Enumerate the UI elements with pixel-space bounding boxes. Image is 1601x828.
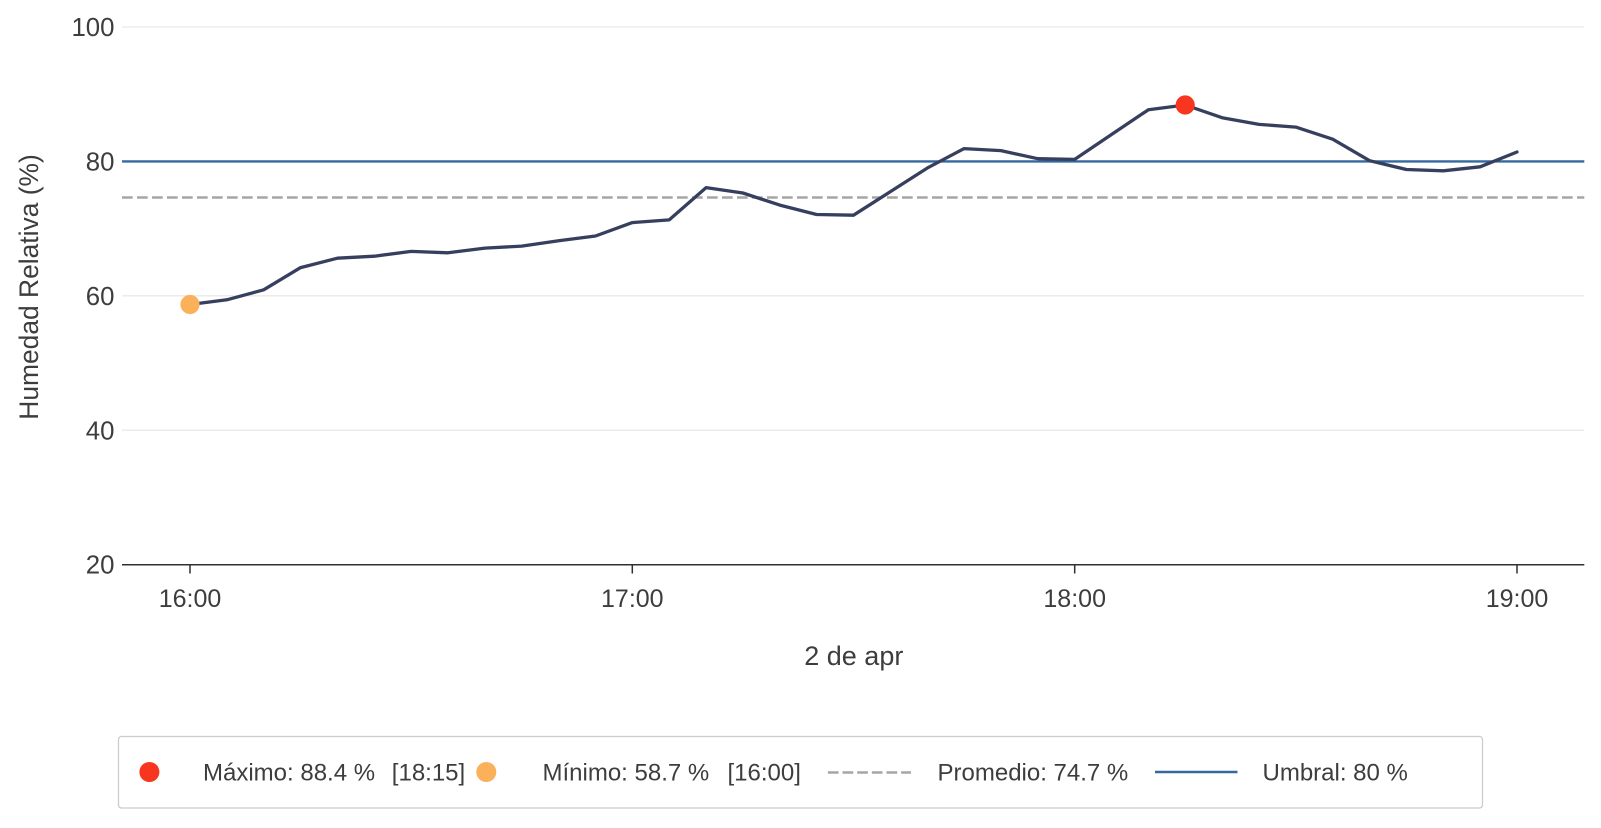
svg-text:80: 80 [86, 149, 115, 177]
svg-text:16:00: 16:00 [159, 585, 222, 613]
svg-text:60: 60 [86, 283, 115, 311]
svg-text:Humedad Relativa (%): Humedad Relativa (%) [14, 154, 44, 419]
svg-text:[16:00]: [16:00] [728, 760, 801, 787]
svg-text:Promedio: 74.7 %: Promedio: 74.7 % [938, 760, 1129, 787]
svg-text:17:00: 17:00 [601, 585, 664, 613]
svg-text:[18:15]: [18:15] [392, 760, 465, 787]
svg-text:100: 100 [71, 14, 114, 42]
svg-text:Mínimo: 58.7 %: Mínimo: 58.7 % [543, 760, 710, 787]
svg-text:Máximo: 88.4 %: Máximo: 88.4 % [203, 760, 375, 787]
svg-text:19:00: 19:00 [1486, 585, 1549, 613]
svg-text:Umbral: 80 %: Umbral: 80 % [1263, 760, 1408, 787]
svg-text:20: 20 [86, 552, 115, 580]
svg-text:40: 40 [86, 417, 115, 445]
svg-text:2 de apr: 2 de apr [804, 641, 903, 671]
svg-text:18:00: 18:00 [1043, 585, 1106, 613]
